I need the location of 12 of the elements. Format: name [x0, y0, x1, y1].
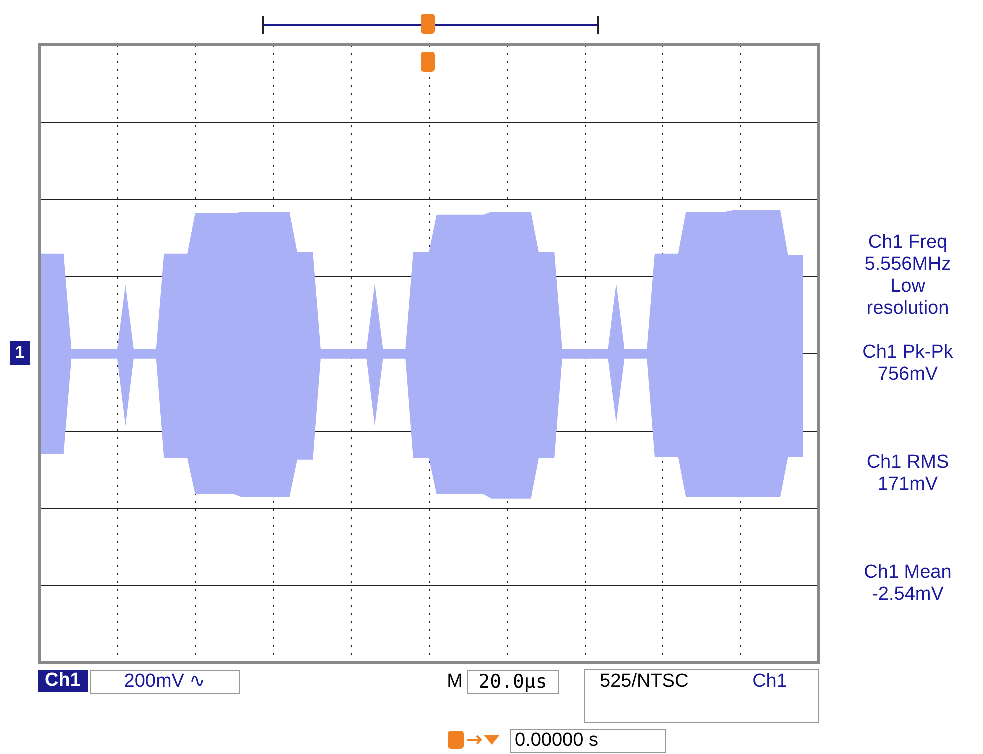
- text: Ch1 Mean -2.54mV: [863, 562, 953, 606]
- text: 0.00000 s: [510, 729, 666, 753]
- text: 1: [10, 341, 30, 365]
- text: Ch1: [752, 671, 788, 693]
- text: Ch1: [38, 670, 88, 692]
- text: Ch1 Pk-Pk 756mV: [862, 342, 954, 386]
- text: 525/NTSC: [600, 671, 690, 693]
- text: M: [446, 671, 464, 693]
- text: 20.0µs: [467, 670, 559, 694]
- text: Ch1 RMS 171mV: [866, 452, 950, 496]
- text: Ch1 Freq 5.556MHz Low resolution: [864, 232, 952, 320]
- text: 200mV ∿: [90, 670, 240, 694]
